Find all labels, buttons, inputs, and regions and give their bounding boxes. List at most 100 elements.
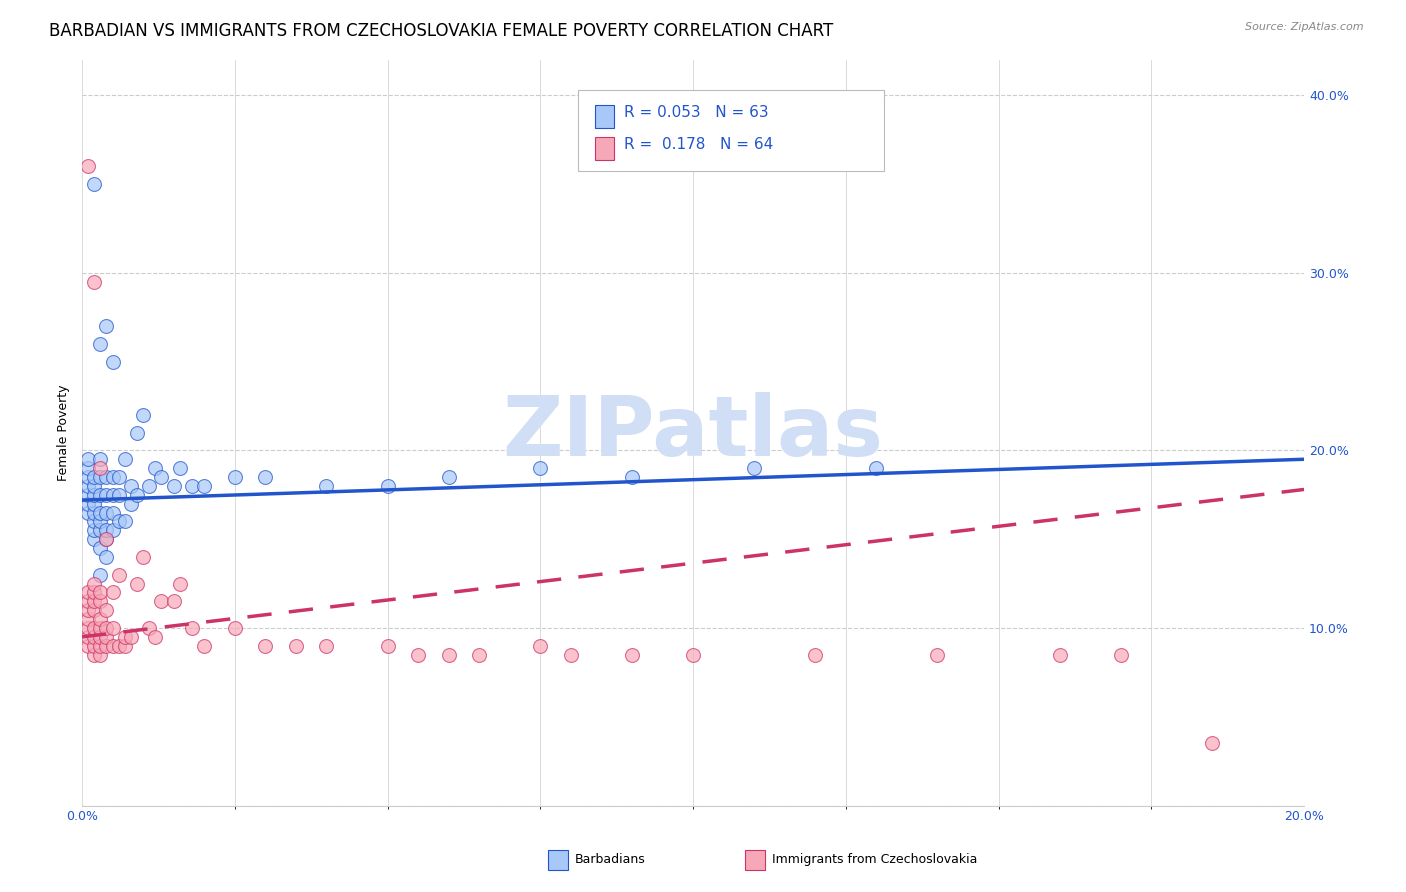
Point — [83, 275, 105, 289]
Point — [89, 621, 111, 635]
Point — [1201, 736, 1223, 750]
Point — [804, 648, 827, 662]
Point — [89, 515, 111, 529]
Point — [125, 576, 148, 591]
Point — [77, 612, 100, 626]
Point — [181, 479, 204, 493]
Point — [114, 630, 136, 644]
Point — [83, 515, 105, 529]
Point — [83, 488, 105, 502]
Point — [377, 479, 399, 493]
Point — [77, 497, 100, 511]
Point — [89, 452, 111, 467]
Point — [101, 585, 124, 599]
Point — [96, 549, 118, 564]
Point — [529, 639, 551, 653]
Point — [83, 594, 105, 608]
Point — [77, 506, 100, 520]
Point — [224, 621, 246, 635]
Point — [83, 470, 105, 484]
Point — [254, 470, 277, 484]
Point — [77, 630, 100, 644]
Point — [77, 639, 100, 653]
Point — [193, 639, 215, 653]
Point — [1049, 648, 1071, 662]
Point — [96, 470, 118, 484]
Point — [89, 612, 111, 626]
Text: Barbadians: Barbadians — [575, 854, 645, 866]
Point — [143, 630, 166, 644]
Point — [742, 461, 765, 475]
Point — [77, 479, 100, 493]
Point — [77, 585, 100, 599]
Point — [101, 621, 124, 635]
Point — [89, 648, 111, 662]
Point — [284, 639, 307, 653]
Point — [83, 524, 105, 538]
Point — [315, 479, 337, 493]
Point — [169, 461, 191, 475]
Point — [83, 603, 105, 617]
Point — [89, 639, 111, 653]
Point — [120, 479, 142, 493]
Point — [377, 639, 399, 653]
Point — [89, 585, 111, 599]
Point — [101, 639, 124, 653]
Point — [406, 648, 429, 662]
Point — [169, 576, 191, 591]
Point — [560, 648, 582, 662]
Point — [143, 461, 166, 475]
Y-axis label: Female Poverty: Female Poverty — [58, 384, 70, 481]
Point — [96, 603, 118, 617]
Point — [114, 452, 136, 467]
Point — [114, 515, 136, 529]
Point — [138, 621, 160, 635]
Point — [125, 425, 148, 440]
Point — [107, 515, 129, 529]
Point — [101, 354, 124, 368]
Point — [77, 488, 100, 502]
Text: R =  0.178   N = 64: R = 0.178 N = 64 — [624, 137, 773, 153]
Point — [89, 336, 111, 351]
Point — [163, 479, 186, 493]
Point — [96, 319, 118, 334]
Point — [83, 506, 105, 520]
Point — [163, 594, 186, 608]
Point — [529, 461, 551, 475]
Text: BARBADIAN VS IMMIGRANTS FROM CZECHOSLOVAKIA FEMALE POVERTY CORRELATION CHART: BARBADIAN VS IMMIGRANTS FROM CZECHOSLOVA… — [49, 22, 834, 40]
Point — [150, 470, 173, 484]
Point — [77, 452, 100, 467]
Point — [77, 159, 100, 173]
Point — [96, 621, 118, 635]
Point — [101, 470, 124, 484]
Point — [89, 541, 111, 555]
Point — [83, 177, 105, 191]
Point — [1109, 648, 1132, 662]
Point — [181, 621, 204, 635]
Point — [107, 567, 129, 582]
Point — [96, 532, 118, 546]
Point — [96, 639, 118, 653]
Text: R = 0.053   N = 63: R = 0.053 N = 63 — [624, 105, 769, 120]
Point — [107, 470, 129, 484]
Point — [83, 648, 105, 662]
Point — [77, 461, 100, 475]
Point — [114, 639, 136, 653]
Point — [83, 497, 105, 511]
Point — [315, 639, 337, 653]
Point — [77, 603, 100, 617]
Point — [96, 506, 118, 520]
Text: ZIPatlas: ZIPatlas — [502, 392, 883, 473]
Point — [468, 648, 491, 662]
Point — [620, 648, 643, 662]
Point — [682, 648, 704, 662]
Point — [224, 470, 246, 484]
Point — [83, 479, 105, 493]
Point — [96, 630, 118, 644]
Point — [120, 630, 142, 644]
Point — [83, 576, 105, 591]
Point — [132, 549, 155, 564]
Text: Immigrants from Czechoslovakia: Immigrants from Czechoslovakia — [772, 854, 977, 866]
Point — [150, 594, 173, 608]
Point — [96, 524, 118, 538]
